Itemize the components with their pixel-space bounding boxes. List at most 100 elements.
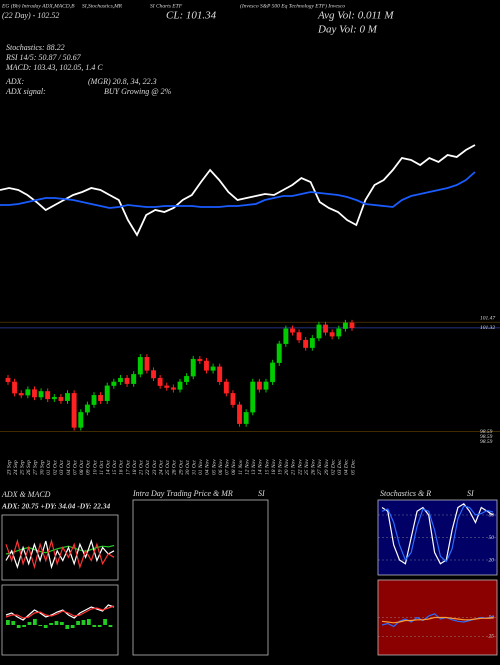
candle-body bbox=[104, 385, 110, 402]
y-tick-label: 25 bbox=[489, 634, 495, 640]
line-series bbox=[0, 171, 476, 209]
panel-title: Intra Day Trading Price & MR bbox=[132, 489, 233, 498]
x-tick-label: 08 Oct bbox=[79, 460, 85, 475]
candle-body bbox=[217, 366, 223, 383]
candle-body bbox=[5, 377, 11, 383]
x-tick-label: 07 Nov bbox=[225, 459, 231, 475]
x-tick-label: 24 Sep bbox=[12, 460, 19, 475]
x-tick-label: 20 Nov bbox=[284, 459, 290, 475]
stat: MACD: 103.43, 102.05, 1.4 C bbox=[5, 63, 103, 72]
histogram-bar bbox=[60, 622, 64, 625]
x-tick-label: 01 Nov bbox=[198, 459, 204, 475]
x-tick-label: 26 Sep bbox=[26, 460, 32, 475]
histogram-bar bbox=[92, 625, 97, 627]
histogram-bar bbox=[76, 621, 80, 625]
x-tick-label: 21 Oct bbox=[139, 460, 145, 475]
adx-label: ADX: bbox=[5, 77, 25, 86]
x-tick-label: 14 Nov bbox=[257, 459, 264, 475]
candle-body bbox=[51, 396, 57, 400]
candle-body bbox=[230, 393, 236, 405]
candle-body bbox=[177, 381, 183, 390]
x-tick-label: 09 Oct bbox=[86, 460, 92, 475]
price-label: 98.59 bbox=[480, 429, 493, 435]
x-tick-label: 10 Oct bbox=[92, 460, 98, 475]
x-tick-label: 15 Nov bbox=[264, 459, 270, 475]
x-tick-label: 24 Oct bbox=[157, 460, 164, 475]
stat: Stochastics: 88.22 bbox=[6, 43, 65, 52]
line-series bbox=[381, 505, 494, 563]
panel-title: SI bbox=[258, 489, 265, 498]
candle-body bbox=[296, 332, 302, 341]
candle-body bbox=[91, 395, 97, 405]
candle-body bbox=[18, 393, 24, 396]
x-tick-label: 23 Oct bbox=[152, 460, 158, 475]
x-tick-label: 05 Nov bbox=[211, 459, 217, 475]
y-tick-label: 20 bbox=[489, 557, 495, 563]
adx-value: (MGR) 20.8, 34, 22.3 bbox=[88, 77, 157, 86]
header-avg-vol: Avg Vol: 0.011 M bbox=[317, 10, 394, 22]
x-tick-label: 21 Nov bbox=[291, 459, 297, 475]
line-series bbox=[0, 144, 476, 237]
candle-body bbox=[71, 393, 77, 428]
candle-body bbox=[144, 357, 150, 371]
candle-body bbox=[250, 381, 256, 413]
candle-body bbox=[12, 381, 18, 394]
x-tick-label: 08 Nov bbox=[231, 459, 237, 475]
x-tick-label: 15 Oct bbox=[112, 460, 118, 475]
x-tick-label: 19 Nov bbox=[277, 459, 283, 475]
header-title: SI Charts ETF bbox=[150, 3, 183, 9]
x-tick-label: 05 Dec bbox=[350, 459, 356, 475]
candle-body bbox=[32, 389, 37, 398]
candle-body bbox=[237, 404, 242, 424]
candle-body bbox=[349, 322, 355, 329]
x-tick-label: 23 Sep bbox=[6, 460, 12, 475]
histogram-bar bbox=[87, 619, 91, 625]
candle-body bbox=[98, 395, 104, 402]
candle-body bbox=[197, 358, 203, 362]
x-tick-label: 04 Nov bbox=[204, 459, 211, 475]
x-tick-label: 22 Oct bbox=[145, 460, 151, 475]
panel-subtitle: ADX: 20.75 +DY: 34.04 -DY: 22.34 bbox=[1, 502, 111, 511]
candle-body bbox=[270, 362, 276, 383]
candle-body bbox=[111, 381, 117, 386]
histogram-bar bbox=[81, 620, 86, 625]
header-title: EG (Bb) Intraday ADX,MACD,B bbox=[1, 2, 75, 9]
histogram-bar bbox=[33, 619, 37, 625]
x-tick-label: 04 Oct bbox=[65, 460, 72, 475]
candle-body bbox=[184, 376, 190, 383]
candle-body bbox=[290, 328, 295, 333]
histogram-bar bbox=[16, 625, 21, 628]
candle-body bbox=[342, 322, 348, 329]
x-tick-label: 14 Oct bbox=[104, 460, 111, 475]
x-tick-label: 25 Oct bbox=[165, 460, 171, 475]
candle-body bbox=[276, 343, 282, 364]
x-tick-label: 17 Oct bbox=[125, 460, 131, 475]
candle-body bbox=[78, 412, 84, 428]
x-tick-label: 13 Nov bbox=[251, 459, 257, 475]
x-tick-label: 01 Oct bbox=[46, 460, 52, 475]
histogram-bar bbox=[49, 623, 53, 625]
histogram-bar bbox=[97, 625, 102, 627]
x-tick-label: 29 Oct bbox=[178, 460, 184, 475]
x-tick-label: 25 Nov bbox=[304, 459, 310, 475]
x-tick-label: 11 Oct bbox=[99, 460, 105, 475]
candle-body bbox=[316, 324, 322, 339]
panel bbox=[1, 584, 119, 656]
header-title: SI,Stochastics,MR bbox=[82, 3, 123, 9]
header-range: (22 Day) - 102.52 bbox=[2, 11, 59, 20]
x-tick-label: 07 Oct bbox=[72, 460, 78, 475]
panel bbox=[132, 499, 269, 656]
candle-body bbox=[329, 332, 335, 337]
candle-body bbox=[303, 339, 309, 348]
candle-body bbox=[157, 377, 163, 386]
y-tick-label: 80 bbox=[489, 512, 495, 518]
candle-body bbox=[58, 396, 64, 402]
histogram-bar bbox=[70, 625, 75, 628]
candle-body bbox=[256, 381, 262, 390]
histogram-bar bbox=[22, 625, 26, 627]
line-series bbox=[381, 616, 494, 624]
x-tick-label: 31 Oct bbox=[191, 460, 197, 476]
x-tick-label: 06 Nov bbox=[218, 459, 224, 475]
